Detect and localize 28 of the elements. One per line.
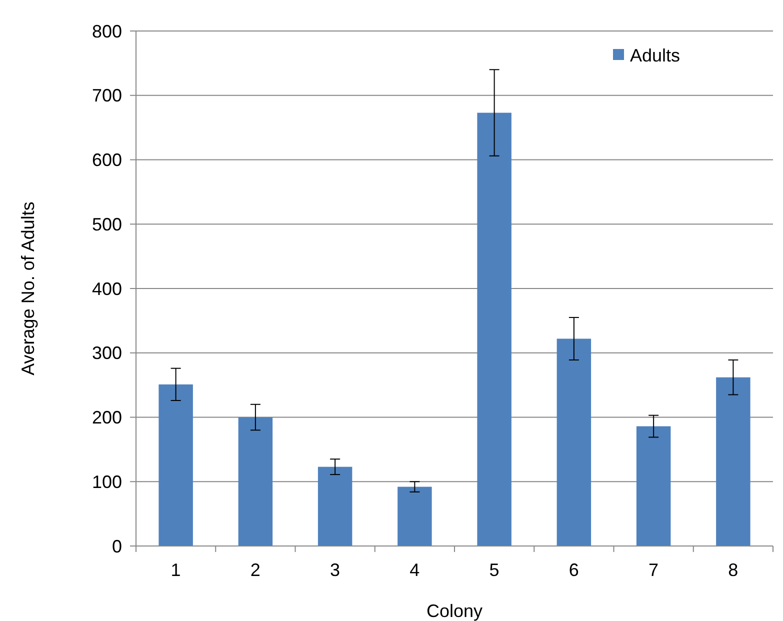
y-tick-label: 200: [92, 408, 122, 428]
y-tick-label: 0: [112, 536, 122, 556]
legend-label: Adults: [630, 45, 680, 66]
y-tick-label: 500: [92, 214, 122, 234]
bar: [238, 417, 273, 546]
bar: [477, 112, 512, 546]
y-tick-label: 800: [92, 21, 122, 42]
y-tick-label: 400: [92, 278, 122, 299]
x-tick-label: 7: [648, 560, 659, 580]
y-tick-label: 600: [92, 150, 122, 170]
x-tick-label: 3: [330, 560, 340, 580]
y-tick-label: 100: [92, 472, 122, 492]
x-tick-label: 8: [728, 560, 738, 580]
bar: [716, 377, 750, 546]
x-axis-title: Colony: [426, 601, 483, 621]
bar: [158, 384, 193, 546]
x-tick-label: 1: [170, 560, 181, 580]
y-tick-label: 300: [92, 343, 122, 364]
x-tick-label: 2: [250, 560, 260, 580]
y-tick-label: 700: [92, 86, 122, 106]
bar: [556, 338, 592, 546]
x-tick-label: 6: [568, 560, 579, 580]
bar: [318, 466, 352, 546]
y-axis-title: Average No. of Adults: [18, 202, 38, 376]
x-tick-label: 4: [410, 560, 420, 580]
x-tick-label: 5: [489, 560, 500, 580]
bar: [636, 426, 671, 546]
bar: [398, 486, 432, 546]
